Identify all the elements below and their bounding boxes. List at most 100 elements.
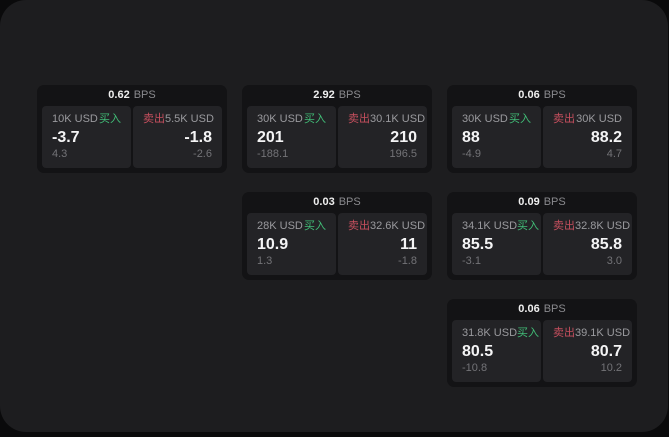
bps-spread-value: 0.09 xyxy=(518,196,540,208)
buy-delta-value: -4.9 xyxy=(462,148,481,160)
buy-delta-value: -10.8 xyxy=(462,362,488,374)
sell-side-label: 卖出 xyxy=(553,327,575,339)
buy-size-label: 31.8K USD xyxy=(462,327,518,339)
bps-spread-value: 0.03 xyxy=(313,196,335,208)
buy-price-value: 88 xyxy=(462,129,480,146)
sell-size-label: 30K USD xyxy=(576,113,622,125)
sell-quote-tile[interactable]: 卖出 5.5K USD -1.8 -2.6 xyxy=(133,106,222,168)
buy-quote-tile[interactable]: 28K USD 买入 10.9 1.3 xyxy=(247,213,336,275)
sell-size-label: 32.8K USD xyxy=(575,220,631,232)
sell-delta-value: -1.8 xyxy=(398,255,417,267)
sell-side-label: 卖出 xyxy=(348,113,370,125)
buy-delta-value: -188.1 xyxy=(257,148,289,160)
buy-tile-header: 30K USD 买入 xyxy=(257,113,326,126)
sell-quote-tile[interactable]: 卖出 32.6K USD 11 -1.8 xyxy=(338,213,427,275)
bps-unit-label: BPS xyxy=(543,303,566,315)
buy-quote-tile[interactable]: 30K USD 买入 88 -4.9 xyxy=(452,106,541,168)
card-body: 31.8K USD 买入 80.5 -10.8 卖出 39.1K USD 80.… xyxy=(452,320,632,382)
bps-unit-label: BPS xyxy=(338,196,361,208)
bps-spread-value: 0.62 xyxy=(108,89,130,101)
quote-card: 0.09 BPS 34.1K USD 买入 85.5 -3.1 卖出 32.8K… xyxy=(447,192,637,280)
bps-spread-value: 2.92 xyxy=(313,89,335,101)
buy-side-label: 买入 xyxy=(517,327,540,339)
sell-size-label: 32.6K USD xyxy=(370,220,426,232)
card-body: 30K USD 买入 201 -188.1 卖出 30.1K USD 210 1… xyxy=(247,106,427,168)
buy-size-label: 28K USD xyxy=(257,220,303,232)
card-body: 34.1K USD 买入 85.5 -3.1 卖出 32.8K USD 85.8… xyxy=(452,213,632,275)
buy-side-label: 买入 xyxy=(99,113,121,125)
buy-quote-tile[interactable]: 34.1K USD 买入 85.5 -3.1 xyxy=(452,213,541,275)
sell-size-label: 30.1K USD xyxy=(370,113,426,125)
sell-tile-header: 卖出 32.8K USD xyxy=(553,220,630,233)
buy-quote-tile[interactable]: 30K USD 买入 201 -188.1 xyxy=(247,106,336,168)
buy-side-label: 买入 xyxy=(304,113,326,125)
bps-spread-value: 0.06 xyxy=(518,89,540,101)
sell-tile-header: 卖出 30K USD xyxy=(553,113,622,126)
sell-price-value: 85.8 xyxy=(590,236,622,253)
sell-price-value: 11 xyxy=(400,236,417,253)
sell-delta-value: 196.5 xyxy=(389,148,417,160)
bps-unit-label: BPS xyxy=(543,89,566,101)
buy-quote-tile[interactable]: 31.8K USD 买入 80.5 -10.8 xyxy=(452,320,541,382)
sell-delta-value: -2.6 xyxy=(193,148,212,160)
buy-price-value: 10.9 xyxy=(257,236,289,253)
buy-side-label: 买入 xyxy=(304,220,326,232)
buy-price-value: 201 xyxy=(257,129,284,146)
sell-tile-header: 卖出 39.1K USD xyxy=(553,327,630,340)
buy-size-label: 34.1K USD xyxy=(462,220,518,232)
buy-quote-tile[interactable]: 10K USD 买入 -3.7 4.3 xyxy=(42,106,131,168)
quote-cards-grid: 0.62 BPS 10K USD 买入 -3.7 4.3 卖出 5.5K USD… xyxy=(37,85,637,387)
sell-size-label: 5.5K USD xyxy=(165,113,214,125)
buy-tile-header: 34.1K USD 买入 xyxy=(462,220,539,233)
card-header: 0.06 BPS xyxy=(452,85,632,106)
bps-unit-label: BPS xyxy=(133,89,156,101)
buy-tile-header: 28K USD 买入 xyxy=(257,220,326,233)
sell-side-label: 卖出 xyxy=(553,220,575,232)
card-body: 28K USD 买入 10.9 1.3 卖出 32.6K USD 11 -1.8 xyxy=(247,213,427,275)
quote-card: 0.06 BPS 31.8K USD 买入 80.5 -10.8 卖出 39.1… xyxy=(447,299,637,387)
card-header: 0.09 BPS xyxy=(452,192,632,213)
sell-side-label: 卖出 xyxy=(348,220,370,232)
sell-side-label: 卖出 xyxy=(143,113,165,125)
card-body: 10K USD 买入 -3.7 4.3 卖出 5.5K USD -1.8 -2.… xyxy=(42,106,222,168)
buy-size-label: 30K USD xyxy=(462,113,508,125)
buy-size-label: 30K USD xyxy=(257,113,303,125)
card-header: 0.06 BPS xyxy=(452,299,632,320)
sell-quote-tile[interactable]: 卖出 39.1K USD 80.7 10.2 xyxy=(543,320,632,382)
buy-price-value: 85.5 xyxy=(462,236,494,253)
sell-delta-value: 4.7 xyxy=(606,148,622,160)
buy-side-label: 买入 xyxy=(509,113,531,125)
sell-tile-header: 卖出 5.5K USD xyxy=(143,113,214,126)
card-header: 0.62 BPS xyxy=(42,85,222,106)
sell-quote-tile[interactable]: 卖出 32.8K USD 85.8 3.0 xyxy=(543,213,632,275)
buy-side-label: 买入 xyxy=(517,220,540,232)
quote-card: 0.62 BPS 10K USD 买入 -3.7 4.3 卖出 5.5K USD… xyxy=(37,85,227,173)
sell-size-label: 39.1K USD xyxy=(575,327,631,339)
buy-tile-header: 30K USD 买入 xyxy=(462,113,531,126)
bps-unit-label: BPS xyxy=(543,196,566,208)
buy-tile-header: 31.8K USD 买入 xyxy=(462,327,539,340)
buy-tile-header: 10K USD 买入 xyxy=(52,113,121,126)
card-header: 2.92 BPS xyxy=(247,85,427,106)
bps-spread-value: 0.06 xyxy=(518,303,540,315)
sell-quote-tile[interactable]: 卖出 30K USD 88.2 4.7 xyxy=(543,106,632,168)
sell-tile-header: 卖出 30.1K USD xyxy=(348,113,425,126)
sell-quote-tile[interactable]: 卖出 30.1K USD 210 196.5 xyxy=(338,106,427,168)
buy-price-value: 80.5 xyxy=(462,343,494,360)
sell-price-value: 210 xyxy=(390,129,417,146)
quote-card: 0.06 BPS 30K USD 买入 88 -4.9 卖出 30K USD 8… xyxy=(447,85,637,173)
quote-card: 0.03 BPS 28K USD 买入 10.9 1.3 卖出 32.6K US… xyxy=(242,192,432,280)
sell-price-value: 80.7 xyxy=(590,343,622,360)
buy-price-value: -3.7 xyxy=(52,129,80,146)
buy-delta-value: 1.3 xyxy=(257,255,273,267)
bps-unit-label: BPS xyxy=(338,89,361,101)
buy-delta-value: -3.1 xyxy=(462,255,481,267)
quote-card: 2.92 BPS 30K USD 买入 201 -188.1 卖出 30.1K … xyxy=(242,85,432,173)
sell-side-label: 卖出 xyxy=(553,113,575,125)
sell-delta-value: 10.2 xyxy=(600,362,622,374)
sell-price-value: -1.8 xyxy=(184,129,212,146)
sell-delta-value: 3.0 xyxy=(606,255,622,267)
buy-delta-value: 4.3 xyxy=(52,148,68,160)
card-header: 0.03 BPS xyxy=(247,192,427,213)
buy-size-label: 10K USD xyxy=(52,113,98,125)
